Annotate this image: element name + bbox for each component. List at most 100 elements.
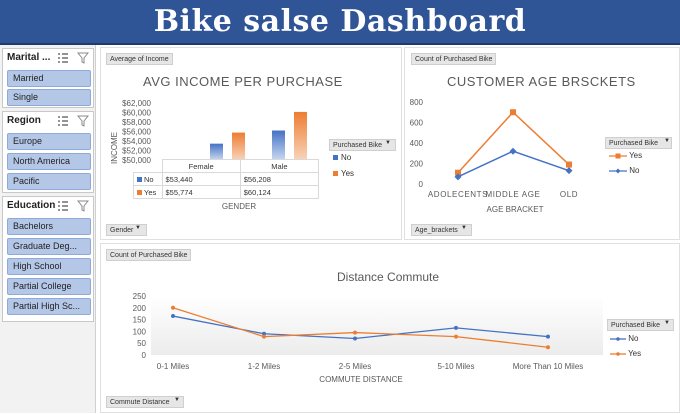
chart-title: Distance Commute: [337, 270, 440, 284]
table-header: Male: [239, 159, 320, 173]
y-tick-label: 100: [133, 327, 147, 336]
data-point-no: [565, 167, 573, 175]
series-line-yes: [457, 111, 570, 174]
legend-line: [609, 168, 627, 174]
legend-label: Yes: [341, 169, 355, 178]
legend-label: No: [629, 166, 640, 175]
y-tick-label: 0: [419, 180, 424, 189]
axis-field-button[interactable]: Commute Distance: [106, 396, 184, 408]
slicer-item-partial-college[interactable]: Partial College: [7, 278, 91, 295]
slicer-title: Education: [7, 200, 56, 211]
legend-item-no: No: [609, 166, 639, 175]
slicer-header: Region: [3, 112, 93, 130]
y-tick-label: $56,000: [122, 128, 151, 137]
slicer-title: Region: [7, 115, 41, 126]
commute-chart: 250 200 150 100 50 0 0-1 Miles 1-2 Miles 2-5 Mi…: [133, 292, 603, 384]
legend-item-yes: Yes: [609, 151, 642, 160]
multi-select-icon[interactable]: [57, 115, 69, 127]
legend-line: [610, 352, 626, 356]
y-tick-label: 250: [133, 292, 147, 301]
table-cell: $55,774: [161, 185, 241, 199]
legend-label: No: [341, 153, 352, 162]
slicer-item-married[interactable]: Married: [7, 70, 91, 87]
legend-line: [609, 153, 627, 159]
slicer-item-europe[interactable]: Europe: [7, 133, 91, 150]
data-point-no: [509, 147, 517, 155]
slicer-item-partial-high-school[interactable]: Partial High Sc...: [7, 298, 91, 315]
row-label: Yes: [144, 187, 157, 197]
y-tick-label: 400: [410, 139, 424, 148]
dashboard-banner: Bike salse Dashboard: [0, 0, 680, 45]
value-field-button[interactable]: Count of Purchased Bike: [106, 249, 192, 261]
legend-item-yes: Yes: [333, 169, 354, 178]
dropdown-arrow-icon[interactable]: ▼: [135, 225, 141, 231]
data-point-yes: [455, 169, 461, 176]
y-tick-label: 0: [142, 351, 147, 360]
x-tick-label: More Than 10 Miles: [513, 362, 584, 371]
table-cell: $56,208: [239, 172, 320, 186]
multi-select-icon[interactable]: [57, 52, 69, 64]
slicer-item-bachelors[interactable]: Bachelors: [7, 218, 91, 235]
y-tick-label: $60,000: [122, 109, 151, 118]
legend-swatch: [333, 155, 338, 160]
dropdown-arrow-icon[interactable]: ▼: [664, 138, 670, 144]
x-tick-label: 0-1 Miles: [157, 362, 189, 371]
multi-select-icon[interactable]: [57, 200, 69, 212]
y-tick-label: $54,000: [122, 137, 151, 146]
field-label: Gender: [110, 227, 134, 234]
data-point-no: [454, 325, 458, 330]
field-label: Age_brackets: [415, 227, 458, 234]
y-tick-label: 600: [410, 119, 424, 128]
dropdown-arrow-icon[interactable]: ▼: [385, 140, 391, 146]
data-point-no: [454, 173, 462, 181]
slicer-education: Education Bachelors Graduate Deg... High…: [2, 196, 94, 322]
age-chart-panel: Count of Purchased Bike CUSTOMER AGE BRS…: [404, 47, 680, 240]
income-chart: INCOME $62,000$60,000$58,000$56,000$54,0…: [110, 99, 307, 211]
clear-filter-icon[interactable]: [77, 115, 89, 127]
x-tick-label: OLD: [560, 190, 578, 199]
data-point-no: [546, 334, 550, 339]
field-label: Commute Distance: [110, 399, 170, 406]
y-tick-label: 200: [133, 304, 147, 313]
value-field-button[interactable]: Count of Purchased Bike: [411, 53, 497, 65]
slicer-item-graduate-degree[interactable]: Graduate Deg...: [7, 238, 91, 255]
table-cell: $60,124: [239, 185, 320, 199]
legend-field-button[interactable]: Purchased Bike: [329, 139, 397, 151]
x-axis-label: COMMUTE DISTANCE: [319, 375, 402, 384]
slicer-item-north-america[interactable]: North America: [7, 153, 91, 170]
legend-field-button[interactable]: Purchased Bike: [607, 319, 675, 331]
slicer-item-high-school[interactable]: High School: [7, 258, 91, 275]
legend-item-yes: Yes: [610, 349, 641, 358]
slicer-item-single[interactable]: Single: [7, 89, 91, 106]
x-tick-label: ADOLECENTS: [428, 190, 488, 199]
data-table: Female Male No $53,440 $56,208 Yes $55,7…: [133, 159, 320, 199]
legend-label: Yes: [629, 151, 643, 160]
bar-yes-female: [232, 132, 245, 160]
data-point-yes: [171, 305, 175, 310]
slicer-title: Marital ...: [7, 52, 51, 63]
chart-title: CUSTOMER AGE BRSCKETS: [447, 74, 636, 89]
legend-field-button[interactable]: Purchased Bike: [605, 137, 673, 149]
axis-field-button[interactable]: Gender: [106, 224, 148, 236]
commute-chart-panel: Count of Purchased Bike Distance Commute…: [100, 243, 680, 413]
data-point-yes: [546, 345, 550, 350]
data-point-yes: [566, 161, 572, 168]
axis-field-button[interactable]: Age_brackets: [411, 224, 472, 236]
clear-filter-icon[interactable]: [77, 200, 89, 212]
value-field-button[interactable]: Average of Income: [106, 53, 173, 65]
clear-filter-icon[interactable]: [77, 52, 89, 64]
dashboard-title: Bike salse Dashboard: [153, 4, 527, 39]
x-axis-label: GENDER: [222, 202, 256, 211]
dropdown-arrow-icon[interactable]: ▼: [174, 397, 180, 403]
chart-title: AVG INCOME PER PURCHASE: [143, 74, 343, 89]
x-tick-label: MIDDLE AGE: [486, 190, 541, 199]
table-row: Yes $55,774 $60,124: [133, 185, 320, 199]
y-tick-label: $62,000: [122, 99, 151, 108]
legend-swatch: [333, 171, 338, 176]
slicer-item-pacific[interactable]: Pacific: [7, 173, 91, 190]
dropdown-arrow-icon[interactable]: ▼: [461, 225, 467, 231]
table-row: No $53,440 $56,208: [133, 172, 320, 186]
y-tick-label: 150: [133, 316, 147, 325]
dropdown-arrow-icon[interactable]: ▼: [664, 320, 670, 326]
row-label: No: [144, 174, 154, 184]
